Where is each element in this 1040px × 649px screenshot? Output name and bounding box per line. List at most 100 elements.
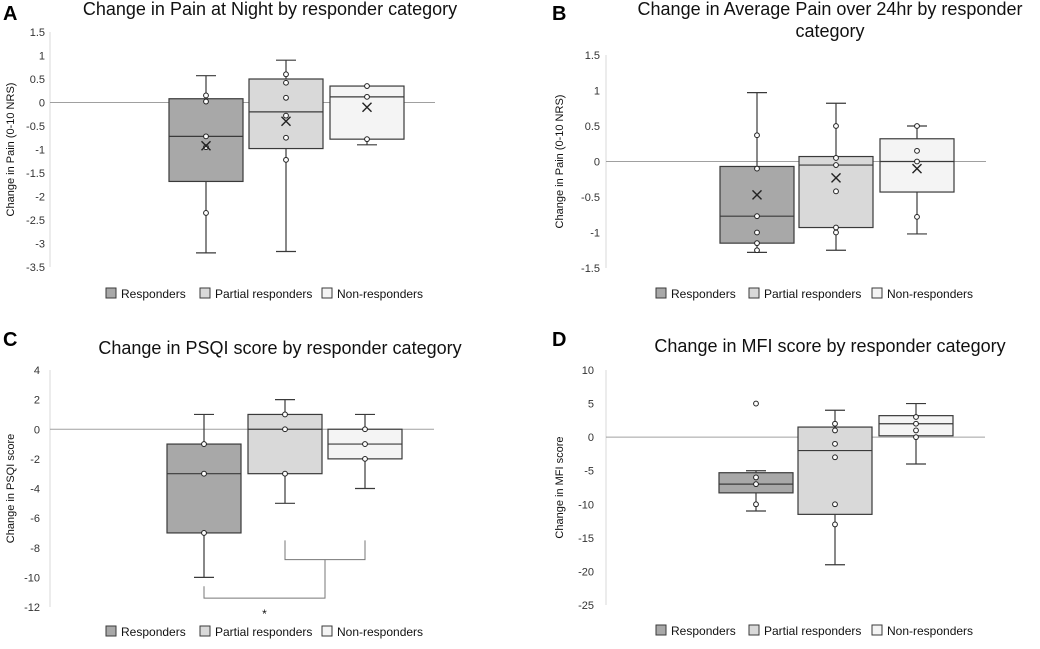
- data-point-0: [203, 92, 209, 99]
- y-tick-label-c-3: -2: [30, 454, 40, 466]
- y-tick-label-a-4: -0.5: [26, 121, 45, 133]
- legend-swatch-non: [321, 625, 333, 637]
- y-tick-label-c-6: -8: [30, 543, 40, 555]
- data-point-3: [203, 144, 209, 151]
- panel-b: B Change in Average Pain over 24hr by res…: [552, 0, 1022, 301]
- y-axis-label-b: Change in Pain (0-10 NRS): [554, 95, 566, 229]
- y-tick-label-c-1: 2: [34, 395, 40, 407]
- legend-swatch-non: [871, 287, 883, 299]
- legend-swatch-responders: [105, 625, 117, 637]
- y-tick-label-b-6: -1.5: [581, 263, 600, 275]
- mean-marker: [201, 140, 211, 151]
- y-axis-label-c: Change in PSQI score: [5, 434, 17, 543]
- data-point-2: [282, 470, 288, 477]
- legend-swatch-non: [871, 624, 883, 636]
- legend-swatch-responders: [105, 287, 117, 299]
- box-d-responders: [718, 400, 794, 512]
- data-point-0: [283, 71, 289, 78]
- legend-swatch-responders: [655, 624, 667, 636]
- legend-swatch-partial: [748, 624, 760, 636]
- panel-c: C Change in PSQI score by responder categ…: [3, 329, 462, 639]
- data-point-5: [754, 247, 760, 254]
- y-tick-label-d-2: 0: [588, 432, 594, 444]
- box-iqr: [166, 443, 242, 534]
- data-point-3: [913, 434, 919, 441]
- box-b-non: [879, 123, 955, 235]
- data-point-4: [833, 224, 839, 231]
- box-a-partial: [248, 59, 324, 253]
- data-point-4: [283, 134, 289, 141]
- data-point-2: [201, 530, 207, 536]
- chart-title-a: Change in Pain at Night by responder cat…: [83, 0, 457, 19]
- data-point-0: [362, 426, 368, 433]
- y-tick-label-a-5: -1: [35, 145, 45, 157]
- data-point-1: [203, 98, 209, 105]
- mean-marker: [912, 163, 922, 174]
- data-point-2: [364, 136, 370, 143]
- y-tick-label-b-3: 0: [594, 157, 600, 169]
- data-point-1: [914, 147, 920, 154]
- data-point-1: [362, 441, 368, 447]
- data-point-1: [282, 426, 288, 433]
- y-tick-label-d-1: 5: [588, 399, 594, 411]
- data-point-2: [203, 133, 209, 140]
- legend-label-non: Non-responders: [887, 624, 973, 638]
- data-point-3: [753, 501, 759, 508]
- legend-swatch-partial: [748, 287, 760, 299]
- y-axis-label-a: Change in Pain (0-10 NRS): [5, 83, 17, 217]
- y-tick-label-d-0: 10: [582, 365, 594, 377]
- y-tick-label-c-2: 0: [34, 424, 40, 436]
- data-point-3: [283, 112, 289, 119]
- data-point-2: [833, 162, 839, 168]
- y-tick-label-c-5: -6: [30, 513, 40, 525]
- y-tick-label-a-6: -1.5: [26, 168, 45, 180]
- data-point-1: [754, 165, 760, 172]
- mean-marker: [281, 116, 291, 127]
- y-tick-label-c-0: 4: [34, 365, 40, 377]
- legend-label-partial: Partial responders: [764, 287, 861, 301]
- box-d-non: [878, 402, 954, 465]
- data-point-1: [833, 155, 839, 161]
- y-tick-label-a-10: -3.5: [26, 262, 45, 274]
- data-point-3: [914, 213, 920, 220]
- y-tick-label-a-1: 1: [39, 51, 45, 63]
- y-tick-label-d-5: -15: [578, 533, 594, 545]
- data-point-5: [832, 521, 838, 528]
- data-point-2: [754, 213, 760, 220]
- box-iqr: [879, 138, 955, 193]
- y-tick-label-a-3: 0: [39, 98, 45, 110]
- box-iqr: [168, 98, 244, 183]
- y-tick-label-b-5: -1: [590, 228, 600, 240]
- box-iqr: [797, 426, 873, 515]
- data-point-5: [283, 156, 289, 163]
- data-point-1: [753, 474, 759, 481]
- legend-label-partial: Partial responders: [215, 287, 312, 301]
- data-point-1: [201, 470, 207, 477]
- y-tick-label-c-4: -4: [30, 484, 40, 496]
- y-tick-label-c-7: -10: [24, 572, 40, 584]
- legend-a: Responders Partial responders Non-responde…: [105, 287, 423, 301]
- data-point-5: [833, 229, 839, 236]
- data-point-4: [754, 240, 760, 247]
- legend-swatch-partial: [199, 287, 211, 299]
- data-point-0: [282, 411, 288, 418]
- box-c-responders: [166, 413, 242, 578]
- data-point-1: [364, 93, 370, 100]
- mean-marker: [362, 102, 372, 113]
- legend-label-responders: Responders: [671, 287, 736, 301]
- significance-marker: *: [262, 607, 267, 621]
- data-point-1: [283, 79, 289, 86]
- legend-label-non: Non-responders: [887, 287, 973, 301]
- legend-label-partial: Partial responders: [215, 625, 312, 639]
- y-tick-label-d-4: -10: [578, 499, 594, 511]
- data-point-2: [753, 481, 759, 488]
- box-iqr: [247, 413, 323, 475]
- data-point-2: [914, 158, 920, 165]
- y-tick-label-c-8: -12: [24, 602, 40, 614]
- data-point-0: [914, 123, 920, 129]
- y-tick-label-a-7: -2: [35, 192, 45, 204]
- data-point-2: [283, 94, 289, 101]
- y-tick-label-d-7: -25: [578, 600, 594, 612]
- data-point-2: [832, 440, 838, 447]
